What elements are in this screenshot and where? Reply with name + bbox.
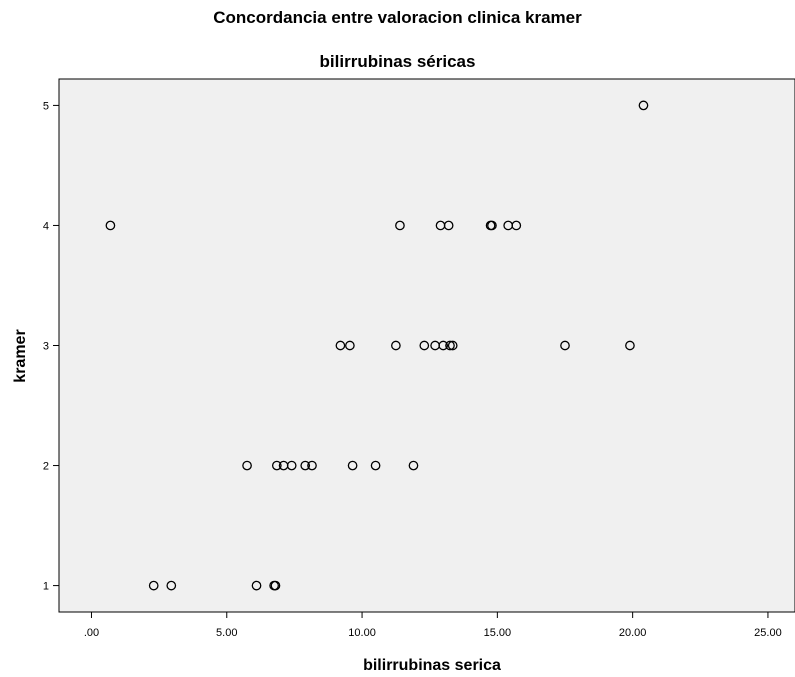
plot-area [58,78,795,613]
chart-subtitle: bilirrubinas séricas [319,52,476,71]
x-tick-label: 25.00 [754,627,782,639]
y-tick-label: 4 [43,220,49,232]
data-point [148,580,159,591]
data-point [625,340,635,351]
data-point [166,580,177,591]
data-point [251,580,262,591]
data-point [638,100,649,111]
data-point [286,460,297,471]
data-point [438,340,449,351]
x-axis-label: bilirrubinas serica [363,657,501,674]
data-point [270,580,281,591]
x-tick-label: 15.00 [484,627,512,639]
data-point [347,460,358,471]
data-point [487,220,497,231]
data-point [443,220,454,231]
data-point [511,220,522,231]
y-tick-label: 2 [43,461,49,473]
chart-title: Concordancia entre valoracion clinica kr… [213,8,582,27]
data-point [335,340,346,351]
y-tick-label: 5 [43,100,49,112]
y-tick-label: 1 [43,581,49,593]
data-point [408,460,419,471]
x-tick-label: .00 [84,627,99,639]
data-point [395,220,405,231]
y-tick-label: 3 [43,341,49,353]
data-point [345,340,355,351]
data-point [447,340,458,351]
data-point [307,460,317,471]
data-point [391,340,401,351]
data-point [419,340,430,351]
y-axis-label: kramer [12,329,29,382]
x-tick-label: 10.00 [348,627,376,639]
data-point [242,460,252,471]
data-point [370,460,381,471]
data-point [445,340,455,351]
data-point [271,460,282,471]
data-point [105,220,116,231]
data-point [560,340,570,351]
data-point [300,460,311,471]
x-tick-label: 20.00 [619,627,647,639]
x-tick-label: 5.00 [216,627,237,639]
